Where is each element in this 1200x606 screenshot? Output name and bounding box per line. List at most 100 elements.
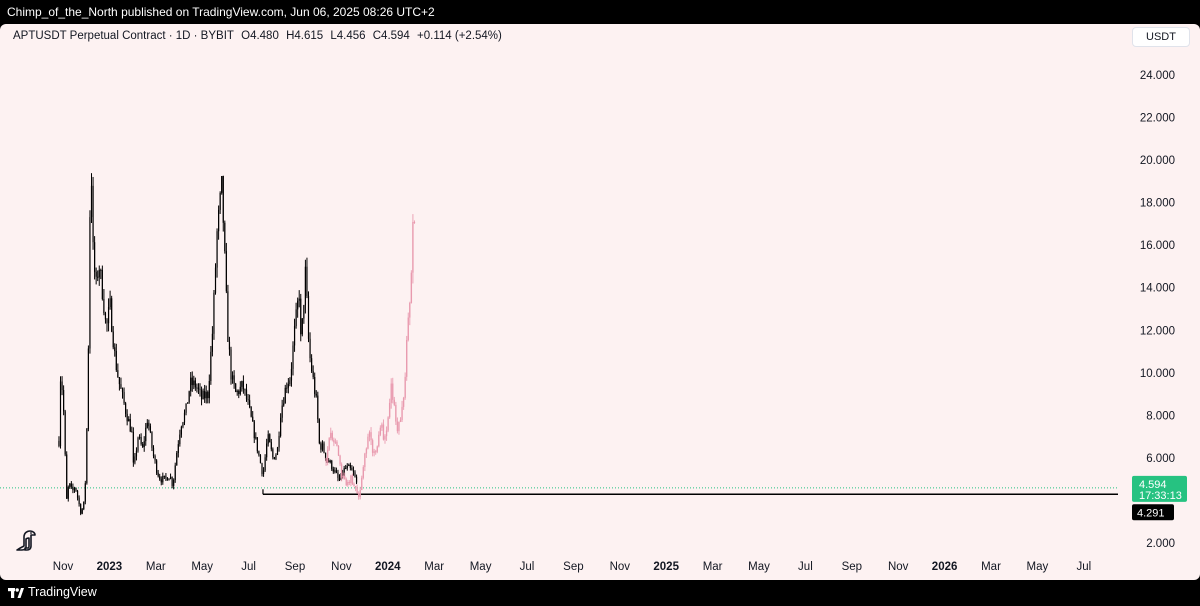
candle bbox=[166, 477, 169, 481]
projection-candle bbox=[337, 445, 340, 457]
candle bbox=[174, 462, 176, 483]
candle bbox=[126, 409, 128, 426]
projection-candle bbox=[375, 449, 377, 455]
candle bbox=[149, 423, 152, 434]
chart-panel[interactable]: 24.000 22.000 20.000 18.000 16.000 14.000 12.0… bbox=[0, 24, 1200, 580]
legend-symbol[interactable]: APTUSDT Perpetual Contract · 1D · BYBIT bbox=[13, 30, 234, 42]
candle bbox=[140, 433, 142, 446]
projection-candle bbox=[412, 214, 414, 284]
projection-candle bbox=[387, 416, 389, 433]
candle bbox=[222, 175, 224, 232]
candle bbox=[335, 467, 338, 474]
projection-candle bbox=[396, 417, 399, 434]
candle bbox=[230, 346, 232, 385]
candle bbox=[338, 474, 341, 482]
x-tick-label: May bbox=[470, 561, 492, 573]
candle bbox=[118, 376, 121, 391]
currency-button[interactable]: USDT bbox=[1132, 27, 1190, 47]
candle bbox=[135, 447, 138, 461]
projection-candle bbox=[402, 396, 405, 410]
candle bbox=[328, 458, 330, 463]
price-chart[interactable]: 24.000 22.000 20.000 18.000 16.000 14.000 12.0… bbox=[0, 24, 1200, 580]
x-tick-label: Jul bbox=[241, 561, 256, 573]
projection-candle bbox=[390, 378, 392, 409]
x-tick-label: Mar bbox=[981, 561, 1001, 573]
candle bbox=[280, 413, 282, 438]
candle bbox=[137, 436, 139, 453]
x-tick-label: Jul bbox=[520, 561, 535, 573]
candle bbox=[165, 472, 167, 481]
x-tick-label: Jul bbox=[798, 561, 813, 573]
projection-candle bbox=[347, 479, 349, 487]
candle bbox=[173, 478, 175, 490]
candle bbox=[176, 451, 178, 466]
candle bbox=[331, 459, 333, 471]
candle bbox=[112, 326, 114, 350]
x-tick-label: 2026 bbox=[932, 561, 958, 573]
candle bbox=[182, 421, 184, 429]
candle bbox=[249, 394, 251, 409]
candle bbox=[286, 382, 288, 394]
projection-candle bbox=[330, 427, 332, 441]
candle bbox=[219, 191, 221, 214]
projection-candle bbox=[404, 372, 406, 400]
projection-candle bbox=[388, 398, 391, 419]
candle bbox=[284, 384, 286, 404]
tradingview-logo-icon bbox=[8, 588, 24, 598]
candle bbox=[159, 473, 161, 481]
candle bbox=[241, 380, 243, 392]
candle bbox=[320, 441, 322, 453]
candle bbox=[267, 430, 269, 447]
projection-candle bbox=[339, 454, 341, 467]
candle bbox=[292, 341, 294, 376]
candle bbox=[346, 463, 348, 471]
projection-candle bbox=[370, 427, 372, 446]
candle bbox=[345, 464, 347, 470]
candle bbox=[157, 469, 159, 478]
candle bbox=[145, 422, 147, 446]
candle bbox=[315, 390, 317, 398]
candle bbox=[239, 381, 241, 396]
candle bbox=[120, 377, 122, 389]
projection-candle bbox=[381, 422, 383, 431]
candle bbox=[177, 440, 179, 458]
projection-candle bbox=[344, 472, 346, 480]
symbol-legend: APTUSDT Perpetual Contract · 1D · BYBIT … bbox=[13, 30, 506, 42]
x-tick-label: Sep bbox=[285, 561, 305, 573]
projection-candle bbox=[368, 430, 371, 442]
candle bbox=[259, 454, 262, 464]
candle bbox=[242, 375, 245, 394]
candle bbox=[208, 374, 210, 404]
candle bbox=[188, 390, 190, 404]
candle bbox=[255, 432, 257, 440]
projection-candle bbox=[342, 472, 344, 480]
candle bbox=[275, 453, 277, 461]
candle bbox=[332, 466, 334, 474]
support-level-label: 4.291 bbox=[1137, 507, 1165, 519]
projection-candle bbox=[365, 447, 368, 458]
candle bbox=[210, 345, 212, 385]
candle bbox=[238, 389, 240, 399]
projection-candle bbox=[413, 220, 416, 224]
candle bbox=[204, 384, 206, 403]
candle bbox=[303, 304, 305, 324]
y-tick-label: 18.000 bbox=[1140, 198, 1175, 210]
candle bbox=[179, 429, 181, 447]
candle bbox=[318, 418, 320, 445]
candle bbox=[354, 470, 356, 478]
candle bbox=[196, 383, 198, 393]
candle bbox=[89, 210, 91, 354]
candle bbox=[295, 302, 297, 329]
candle bbox=[73, 486, 76, 493]
projection-candle bbox=[409, 301, 411, 326]
candle bbox=[233, 370, 235, 389]
candle bbox=[100, 268, 102, 280]
candle bbox=[287, 378, 289, 394]
x-tick-label: 2024 bbox=[375, 561, 401, 573]
x-tick-label: Mar bbox=[424, 561, 444, 573]
candle bbox=[78, 495, 80, 507]
candle bbox=[261, 462, 263, 477]
candle bbox=[228, 336, 231, 356]
projection-candle bbox=[356, 484, 358, 494]
candle bbox=[115, 343, 117, 372]
